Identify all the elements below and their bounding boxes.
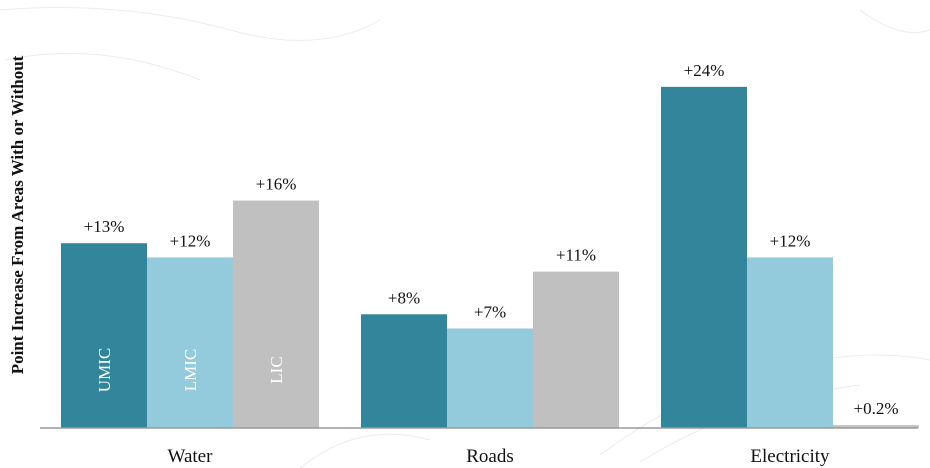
- data-label-roads-lic: +11%: [556, 246, 596, 265]
- legend-label-lmic: LMIC: [181, 349, 200, 392]
- data-label-electricity-umic: +24%: [684, 61, 725, 80]
- category-label-roads: Roads: [466, 446, 514, 467]
- bar-water-umic: [61, 243, 147, 428]
- bar-roads-lic: [533, 271, 619, 428]
- data-label-electricity-lmic: +12%: [770, 231, 811, 250]
- bar-water-lic: [233, 200, 319, 428]
- bar-electricity-lic: [833, 425, 919, 428]
- bar-roads-umic: [361, 314, 447, 428]
- bar-electricity-lmic: [747, 257, 833, 428]
- plot-area: +13% UMIC +12% LMIC +16% LIC +8% +7% +11% +24% +12…: [61, 61, 919, 428]
- bar-roads-lmic: [447, 328, 533, 428]
- category-label-electricity: Electricity: [750, 446, 830, 467]
- bar-electricity-umic: [661, 86, 747, 428]
- data-label-roads-umic: +8%: [388, 288, 420, 307]
- data-label-water-lmic: +12%: [170, 231, 211, 250]
- legend-label-lic: LIC: [267, 356, 286, 383]
- legend-label-umic: UMIC: [95, 348, 114, 392]
- bar-water-lmic: [147, 257, 233, 428]
- category-label-water: Water: [168, 446, 214, 467]
- data-label-electricity-lic: +0.2%: [854, 399, 899, 418]
- data-label-roads-lmic: +7%: [474, 303, 506, 322]
- y-axis-label: Point Increase From Areas With or Withou…: [8, 55, 27, 374]
- category-axis: Water Roads Electricity: [168, 446, 831, 467]
- data-label-water-lic: +16%: [256, 175, 297, 194]
- data-label-water-umic: +13%: [84, 217, 125, 236]
